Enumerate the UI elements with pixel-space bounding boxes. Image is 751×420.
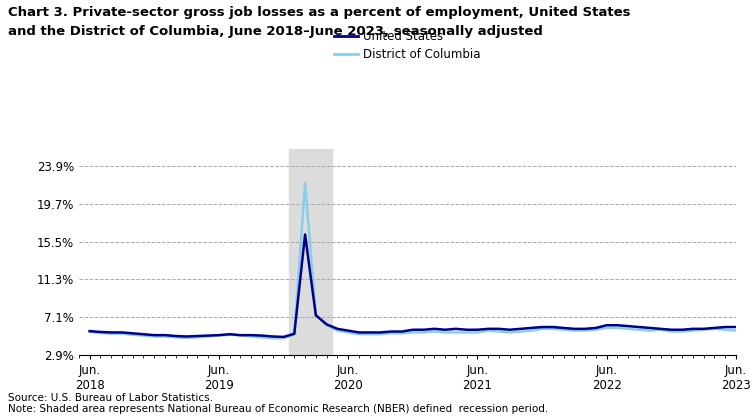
Text: Source: U.S. Bureau of Labor Statistics.
Note: Shaded area represents National B: Source: U.S. Bureau of Labor Statistics.…	[8, 393, 547, 414]
Text: Chart 3. Private-sector gross job losses as a percent of employment, United Stat: Chart 3. Private-sector gross job losses…	[8, 6, 630, 19]
Text: and the District of Columbia, June 2018–June 2023, seasonally adjusted: and the District of Columbia, June 2018–…	[8, 25, 542, 38]
Bar	[289, 149, 332, 355]
Legend: United States, District of Columbia: United States, District of Columbia	[329, 26, 486, 66]
